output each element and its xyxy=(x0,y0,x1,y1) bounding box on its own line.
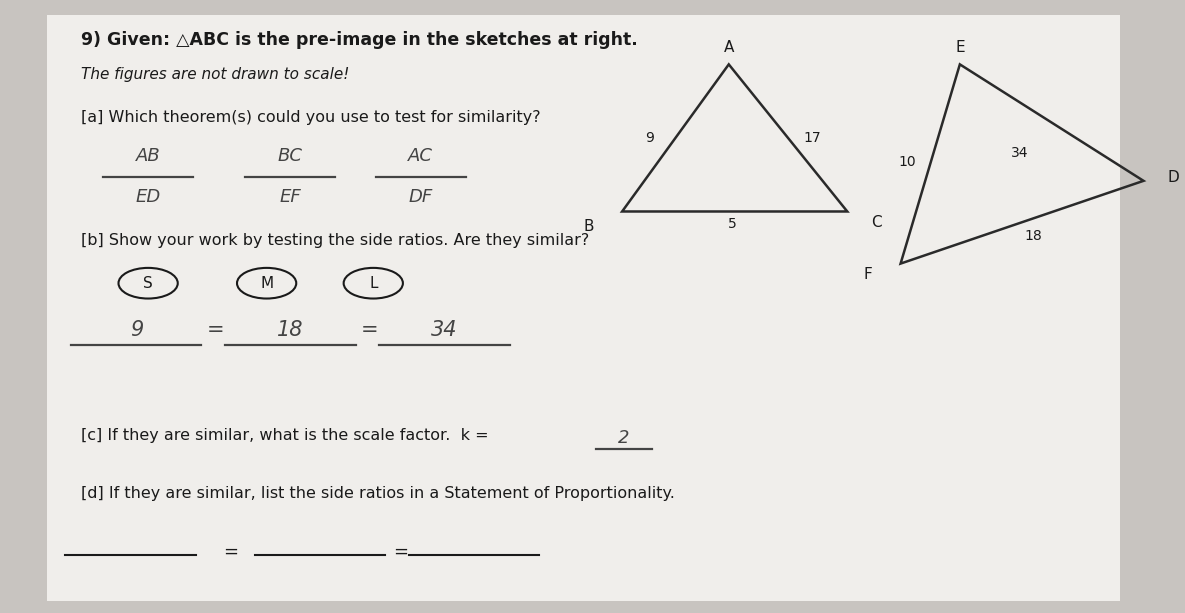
Text: 2: 2 xyxy=(617,428,629,447)
Text: 9) Given: △ABC is the pre-image in the sketches at right.: 9) Given: △ABC is the pre-image in the s… xyxy=(81,31,638,49)
Text: F: F xyxy=(863,267,872,282)
Text: AB: AB xyxy=(136,147,160,166)
Text: [a] Which theorem(s) could you use to test for similarity?: [a] Which theorem(s) could you use to te… xyxy=(81,110,540,125)
Text: A: A xyxy=(724,40,734,55)
Text: The figures are not drawn to scale!: The figures are not drawn to scale! xyxy=(81,67,348,82)
Text: =: = xyxy=(361,320,378,340)
Text: L: L xyxy=(369,276,378,291)
Text: ED: ED xyxy=(135,188,161,207)
Text: [b] Show your work by testing the side ratios. Are they similar?: [b] Show your work by testing the side r… xyxy=(81,233,589,248)
Text: 34: 34 xyxy=(1011,147,1029,160)
Text: EF: EF xyxy=(280,188,301,207)
FancyBboxPatch shape xyxy=(47,15,1120,601)
Text: 5: 5 xyxy=(728,217,737,230)
Text: 10: 10 xyxy=(898,156,916,169)
Text: 18: 18 xyxy=(277,320,303,340)
Text: =: = xyxy=(207,320,224,340)
Text: M: M xyxy=(260,276,274,291)
Text: BC: BC xyxy=(277,147,303,166)
Text: AC: AC xyxy=(408,147,434,166)
Text: B: B xyxy=(584,219,594,234)
Text: 17: 17 xyxy=(803,131,821,145)
Text: [c] If they are similar, what is the scale factor.  k =: [c] If they are similar, what is the sca… xyxy=(81,428,488,443)
Text: 34: 34 xyxy=(431,320,457,340)
Text: =: = xyxy=(224,543,238,561)
Text: DF: DF xyxy=(409,188,433,207)
Text: [d] If they are similar, list the side ratios in a Statement of Proportionality.: [d] If they are similar, list the side r… xyxy=(81,486,674,501)
Text: 9: 9 xyxy=(646,131,654,145)
Text: =: = xyxy=(393,543,408,561)
Text: E: E xyxy=(955,40,965,55)
Text: S: S xyxy=(143,276,153,291)
Text: C: C xyxy=(872,215,882,230)
Text: D: D xyxy=(1167,170,1179,185)
Text: 18: 18 xyxy=(1025,229,1042,243)
Text: 9: 9 xyxy=(129,320,143,340)
